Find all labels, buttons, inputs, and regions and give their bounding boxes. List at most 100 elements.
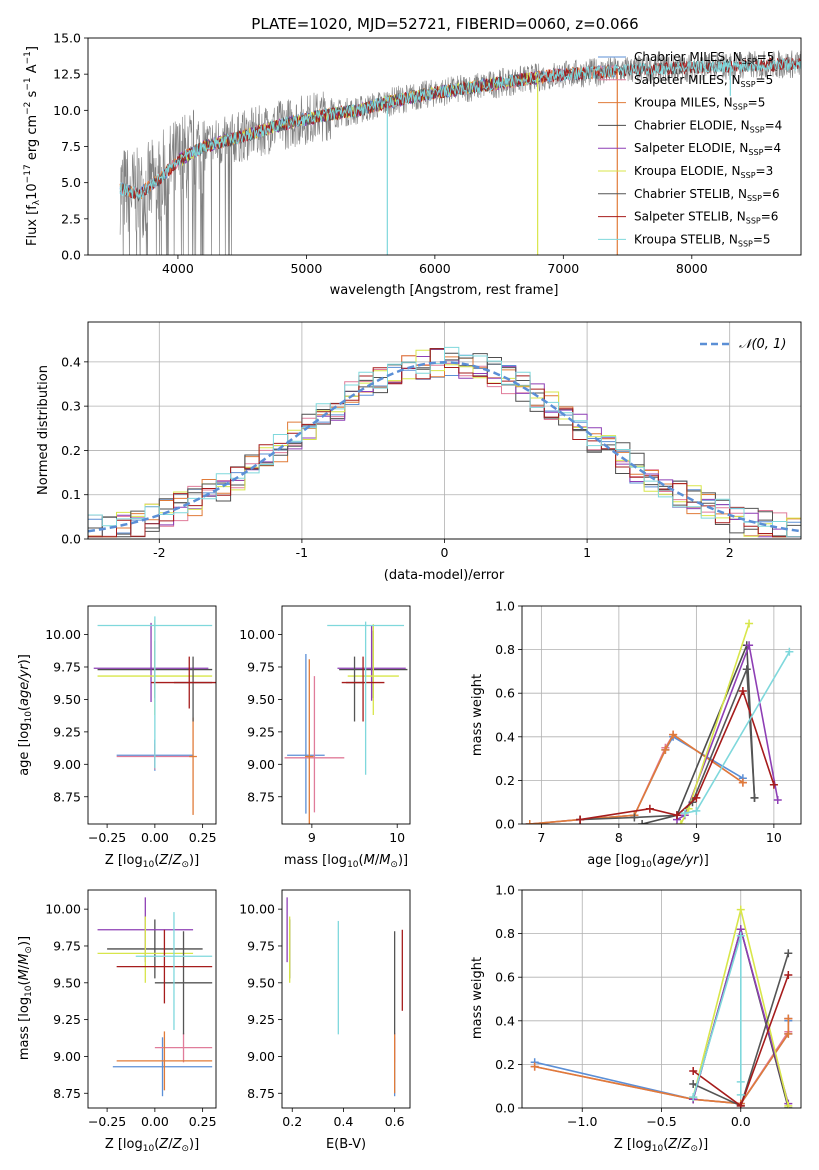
x-tick-label: 7: [537, 830, 545, 845]
legend-entry: Salpeter MILES, NSSP=5: [634, 73, 773, 89]
weight-marker: [745, 641, 754, 650]
x-tick-label: 7000: [547, 261, 579, 276]
y-tick-label: 8.75: [247, 789, 275, 804]
axes-frame: [521, 889, 802, 1109]
legend-entry: Kroupa STELIB, NSSP=5: [634, 232, 771, 248]
y-tick-label: 0.4: [61, 354, 81, 369]
y-tick-label: 9.50: [247, 975, 275, 990]
x-tick-label: 0.00: [141, 1114, 169, 1129]
y-tick-label: 5.0: [61, 175, 81, 190]
weight-marker: [576, 815, 585, 824]
weight-line: [692, 935, 742, 1098]
weight-marker: [530, 1062, 539, 1071]
weight-marker: [525, 820, 534, 824]
y-tick-label: 0.4: [495, 1013, 515, 1028]
x-tick-label: 1: [583, 545, 591, 560]
y-tick-label: 9.25: [53, 1012, 81, 1027]
residuals-panel: -2 -1 0 1 2 0.0 0.1 0.2 0.3 0.4 (data-model)/erro…: [36, 321, 802, 583]
y-tick-label: 10.00: [45, 902, 81, 917]
x-tick-label: -1: [296, 545, 308, 560]
weight-marker: [738, 778, 747, 787]
x-tick-label: 6000: [419, 261, 451, 276]
x-tick-label: −1.0: [567, 1114, 597, 1129]
weight-vs-age-ylabel: mass weight: [470, 674, 485, 756]
y-tick-label: 1.0: [495, 883, 515, 898]
weight-marker: [784, 1101, 793, 1108]
weight-marker: [689, 1066, 698, 1075]
figure-title: PLATE=1020, MJD=52721, FIBERID=0060, z=0…: [251, 15, 638, 33]
weight-vs-Z-ylabel: mass weight: [470, 957, 485, 1039]
x-tick-label: 0: [441, 545, 449, 560]
weight-marker: [784, 1014, 793, 1023]
x-tick-label: 0.2: [282, 1114, 302, 1129]
axes-frame: [281, 605, 411, 825]
weight-marker: [676, 820, 685, 824]
x-tick-label: -2: [153, 545, 165, 560]
weight-marker: [689, 1080, 698, 1089]
weight-marker: [785, 647, 794, 656]
y-tick-label: 0.0: [495, 1101, 515, 1116]
y-tick-label: 8.75: [247, 1086, 275, 1101]
x-tick-label: 0.4: [333, 1114, 353, 1129]
age-vs-Z-ylabel: age [log10(age/yr)]: [17, 654, 34, 776]
legend-entry: Kroupa ELODIE, NSSP=3: [634, 164, 773, 180]
x-tick-label: 8000: [676, 261, 708, 276]
weight-marker: [742, 665, 751, 674]
x-tick-label: 0.0: [731, 1114, 751, 1129]
mass-vs-Z-xlabel: Z [log10(Z/Z⊙)]: [105, 1137, 199, 1154]
weight-marker: [645, 804, 654, 813]
y-tick-label: 12.5: [53, 67, 81, 82]
weight-marker: [773, 796, 782, 805]
weight-vs-age-xlabel: age [log10(age/yr)]: [587, 853, 709, 870]
weight-line: [579, 688, 775, 821]
axes-frame: [281, 889, 411, 1109]
y-tick-label: 9.75: [53, 659, 81, 674]
x-tick-label: 10: [766, 830, 782, 845]
x-tick-label: −0.25: [88, 830, 126, 845]
weight-marker: [736, 931, 745, 940]
spectrum-xlabel: wavelength [Angstrom, rest frame]: [330, 283, 559, 298]
y-tick-label: 9.50: [53, 975, 81, 990]
y-tick-label: 0.2: [495, 1057, 515, 1072]
axes-frame: [87, 605, 217, 825]
y-tick-label: 8.75: [53, 789, 81, 804]
y-tick-label: 0.4: [495, 729, 515, 744]
age-vs-Z-xlabel: Z [log10(Z/Z⊙)]: [105, 853, 199, 870]
y-tick-label: 9.25: [247, 1012, 275, 1027]
weight-marker: [784, 971, 793, 980]
y-tick-label: 9.00: [53, 757, 81, 772]
weight-marker: [736, 905, 745, 914]
residuals-legend: 𝒩(0, 1): [700, 337, 786, 352]
age-vs-Z-panel: −0.25 0.00 0.25 8.75 9.00 9.25 9.50 9.75 10.00 Z…: [17, 605, 217, 870]
model-spectrum-kroupa-stelib: [119, 57, 801, 200]
y-tick-label: 10.00: [45, 627, 81, 642]
weight-vs-Z-xlabel: Z [log10(Z/Z⊙)]: [614, 1137, 708, 1154]
residuals-ylabel: Normed distribution: [36, 365, 51, 495]
y-tick-label: 9.75: [247, 659, 275, 674]
age-vs-mass-panel: 9 10 8.75 9.00 9.25 9.50 9.75 10.00 mass [log10…: [239, 605, 411, 870]
weight-marker: [673, 811, 681, 820]
x-tick-label: 10: [389, 830, 405, 845]
y-tick-label: 7.5: [61, 139, 81, 154]
weight-marker: [630, 813, 639, 822]
y-tick-label: 0.8: [495, 926, 515, 941]
mass-vs-ebv-panel: 0.2 0.4 0.6 8.75 9.00 9.25 9.50 9.75 10.00 E(B-V…: [239, 889, 411, 1152]
spectrum-panel: 4000 5000 6000 7000 8000 0.0 2.5 5.0 7.5 10.0 12.5…: [23, 31, 802, 298]
residual-histogram: [88, 346, 801, 538]
x-tick-label: 9: [308, 830, 316, 845]
y-tick-label: 0.0: [61, 248, 81, 263]
y-tick-label: 8.75: [53, 1086, 81, 1101]
legend-entry: Kroupa MILES, NSSP=5: [634, 96, 765, 112]
weight-marker: [689, 1093, 698, 1102]
gauss-legend-label: 𝒩(0, 1): [739, 337, 786, 352]
weight-marker: [692, 793, 701, 802]
weight-vs-Z-panel: −1.0 −0.5 0.0 0.0 0.2 0.4 0.6 0.8 1.0 Z [log10(Z…: [470, 883, 802, 1154]
y-tick-label: 2.5: [61, 211, 81, 226]
weight-marker: [736, 1077, 745, 1086]
y-tick-label: 15.0: [53, 31, 81, 46]
spectrum-ylabel: Flux [fλ10−17 erg cm−2 s−1 A−1]: [23, 46, 42, 246]
x-tick-label: −0.25: [88, 1114, 126, 1129]
x-tick-label: 8: [615, 830, 623, 845]
y-tick-label: 0.6: [495, 970, 515, 985]
